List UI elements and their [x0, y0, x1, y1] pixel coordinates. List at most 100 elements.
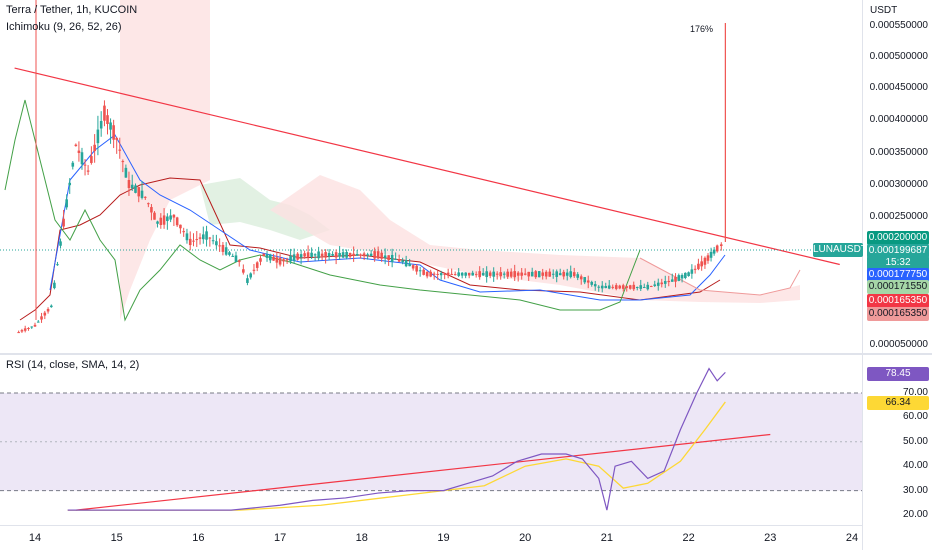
pane-divider[interactable] [0, 353, 932, 355]
candle-body [485, 271, 488, 278]
main-chart-pane[interactable] [0, 0, 862, 352]
candle-body [697, 263, 700, 270]
candle-body [397, 259, 401, 262]
candle-body [355, 254, 359, 256]
price-tick-label: 0.000450000 [869, 82, 928, 93]
candle-body [509, 271, 513, 277]
candle-body [249, 273, 252, 278]
candle-body [285, 259, 289, 261]
candle-body [352, 253, 355, 256]
candle-body [394, 258, 397, 260]
candle-body [572, 272, 576, 277]
candle-body [159, 217, 163, 226]
candle-body [663, 281, 667, 284]
price-tick-label: 0.000400000 [869, 114, 928, 125]
candle-body [265, 254, 269, 258]
candle-body [593, 284, 597, 287]
candle-body [618, 285, 622, 289]
candle-body [481, 272, 485, 276]
candle-body [639, 285, 643, 289]
time-tick-label: 19 [437, 532, 450, 544]
candle-body [635, 286, 639, 288]
ichimoku-legend[interactable]: Ichimoku (9, 26, 52, 26) [6, 21, 122, 33]
candle-body [628, 285, 632, 289]
price-tick-label: 0.000500000 [869, 51, 928, 62]
candle-body [246, 278, 249, 283]
price-tag: 0.000171550 [867, 280, 929, 294]
candle-body [387, 255, 390, 260]
candle-body [96, 129, 100, 144]
candle-body [341, 252, 345, 258]
time-tick-label: 14 [28, 532, 42, 544]
candle-body [649, 286, 653, 288]
candle-body [667, 280, 671, 283]
candle-body [715, 245, 719, 252]
candle-body [50, 305, 53, 308]
candle-body [453, 274, 457, 276]
candle-body [457, 272, 460, 276]
candle-body [656, 282, 660, 286]
candle-body [36, 321, 40, 323]
candle-body [632, 284, 636, 290]
candle-body [495, 273, 499, 275]
candle-body [124, 167, 128, 178]
rsi-pane[interactable] [0, 355, 862, 525]
candle-body [383, 255, 387, 258]
rsi-legend[interactable]: RSI (14, close, SMA, 14, 2) [6, 359, 140, 371]
rsi-ma-line [67, 401, 726, 511]
candle-body [259, 258, 262, 262]
candle-body [712, 249, 716, 254]
candle-body [467, 272, 471, 276]
candle-body [474, 274, 478, 276]
candle-body [115, 138, 118, 140]
candle-body [530, 271, 534, 277]
candle-body [46, 308, 50, 312]
candle-body [380, 252, 383, 259]
candle-body [143, 196, 147, 198]
candle-body [488, 272, 492, 276]
candle-body [202, 234, 205, 240]
candle-body [40, 316, 43, 320]
candle-body [106, 115, 109, 125]
candle-body [523, 273, 527, 275]
rsi-tick-label: 50.00 [902, 435, 928, 447]
candle-body [272, 256, 275, 261]
candle-body [27, 327, 30, 329]
candle-body [83, 164, 87, 166]
price-tick-label: 0.000550000 [869, 20, 928, 31]
candle-body [86, 170, 90, 172]
candle-body [68, 182, 72, 186]
price-tick-label: 0.000350000 [869, 147, 928, 158]
candle-body [516, 272, 520, 276]
candle-body [674, 276, 677, 282]
candle-body [150, 207, 153, 213]
candle-body [429, 271, 432, 277]
candle-body [211, 240, 215, 242]
candle-body [562, 271, 566, 277]
candle-body [221, 244, 225, 252]
candle-body [401, 260, 404, 263]
candle-body [583, 277, 587, 283]
candle-body [23, 328, 27, 331]
candle-body [320, 253, 324, 257]
candle-body [586, 280, 590, 283]
candle-body [604, 286, 608, 289]
candle-body [548, 271, 552, 277]
candle-body [153, 212, 156, 220]
candle-body [597, 286, 601, 288]
candle-body [74, 144, 78, 147]
candle-body [182, 231, 185, 233]
candle-body [579, 276, 583, 280]
candle-body [77, 150, 81, 153]
candle-body [282, 259, 285, 262]
candle-body [313, 254, 317, 256]
candle-body [103, 105, 106, 121]
candle-body [690, 269, 694, 274]
tenkan-line [49, 134, 726, 301]
candle-body [188, 238, 192, 246]
candle-body [192, 240, 195, 242]
candle-body [296, 253, 299, 260]
candle-body [693, 268, 697, 270]
symbol-legend[interactable]: Terra / Tether, 1h, KUCOIN [6, 4, 138, 16]
candle-body [471, 272, 474, 276]
